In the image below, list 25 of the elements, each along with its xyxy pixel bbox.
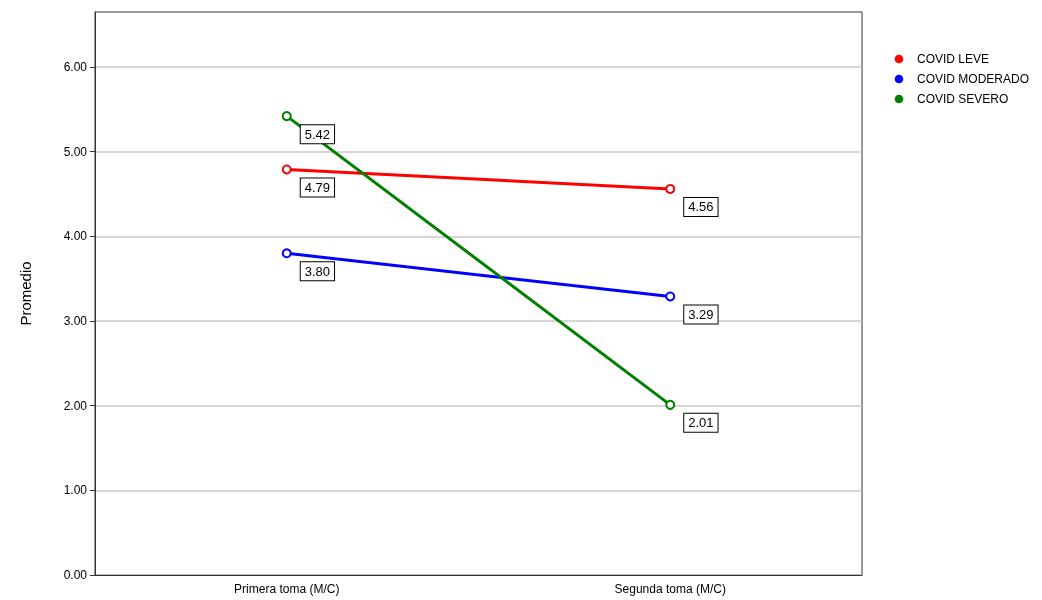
point: [665, 183, 676, 194]
data-label: 3.80: [304, 263, 331, 279]
data-label: 5.42: [304, 126, 331, 142]
x-tick-label: Primera toma (M/C): [234, 582, 340, 596]
data-label: 3.29: [688, 306, 714, 322]
y-axis-title: Promedio: [17, 261, 34, 326]
y-tick-label: 3.00: [63, 314, 88, 329]
point: [281, 164, 292, 175]
x-tick-label: Segunda toma (M/C): [614, 582, 726, 596]
point: [665, 399, 676, 410]
point: [665, 291, 676, 302]
y-tick-label: 4.00: [63, 229, 88, 244]
data-label: 2.01: [688, 415, 714, 431]
y-tick-label: 6.00: [63, 60, 88, 75]
legend-label: COVID LEVE: [916, 52, 990, 66]
data-label: 4.79: [304, 179, 331, 195]
data-label: 4.56: [688, 199, 714, 215]
point: [281, 111, 292, 122]
y-tick-label: 2.00: [63, 398, 88, 413]
y-tick-label: 5.00: [63, 144, 88, 159]
legend-label: COVID SEVERO: [916, 92, 1009, 106]
legend-label: COVID MODERADO: [916, 72, 1030, 86]
y-tick-label: 1.00: [63, 483, 88, 498]
y-tick-label: 0.00: [63, 568, 88, 582]
point: [281, 248, 292, 259]
